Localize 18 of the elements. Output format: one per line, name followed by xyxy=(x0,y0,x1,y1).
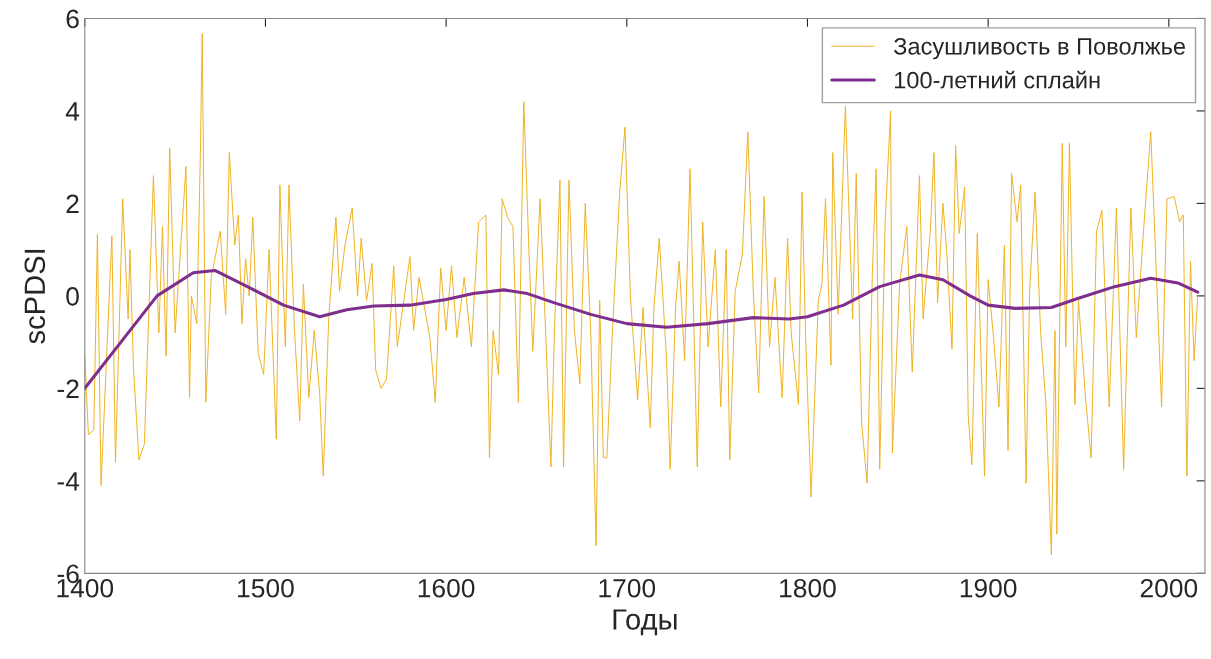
x-tick-label: 1800 xyxy=(780,578,836,598)
x-axis-title: Годы xyxy=(613,609,677,636)
line-series xyxy=(84,33,1199,556)
y-tick-label: 4 xyxy=(65,102,80,121)
x-tick-label: 1500 xyxy=(238,578,294,598)
y-tick-label: 0 xyxy=(66,287,79,306)
y-tick-label: 2 xyxy=(66,194,79,213)
legend-label: Засушливость в Поволжье xyxy=(893,37,1186,60)
x-tick-label: 1700 xyxy=(599,578,656,598)
x-tick-label: 1600 xyxy=(418,578,475,598)
line-series xyxy=(84,268,1200,390)
x-tick-label: 2000 xyxy=(1140,578,1198,598)
y-tick-label: 6 xyxy=(66,9,79,29)
legend-label: 100-летний сплайн xyxy=(894,70,1100,89)
y-axis-title: scPDSI xyxy=(24,249,46,344)
x-tick-label: 1900 xyxy=(960,578,1017,598)
y-tick-label: -2 xyxy=(57,379,79,398)
y-tick-label: -4 xyxy=(57,472,80,491)
